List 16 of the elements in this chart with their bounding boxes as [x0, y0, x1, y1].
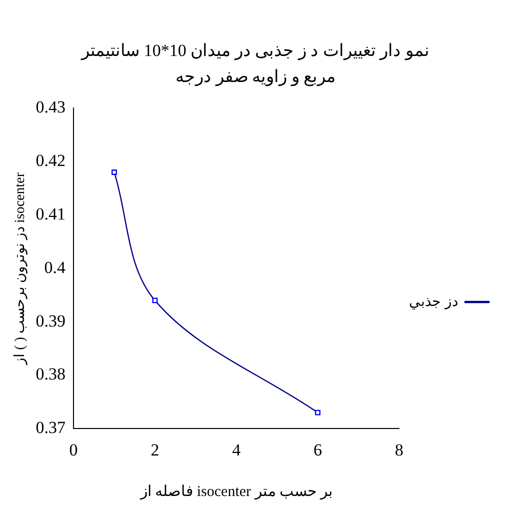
y-tick-label: 0.37 — [36, 418, 66, 438]
y-tick-label: 0.4 — [44, 258, 66, 277]
x-tick-label: 4 — [232, 440, 242, 460]
chart-title: نمو دار تغییرات د ز جذبی در میدان 10*10 سانتیمتر مربع و زاویه صفر درجه — [80, 40, 430, 88]
x-tick-label: 8 — [394, 440, 404, 460]
x-tick-label: 6 — [313, 440, 322, 460]
x-tick-label: 0 — [69, 440, 78, 460]
y-tick-label: 0.39 — [36, 311, 66, 330]
y-axis-title: دز نوترون برحسب ( ) از isocenter — [13, 172, 28, 366]
y-tick-label: 0.43 — [36, 98, 66, 117]
legend-label: دز جذبي — [409, 292, 458, 310]
x-tick-label: 2 — [150, 440, 160, 460]
y-tick-label: 0.38 — [36, 364, 66, 384]
x-axis-title: فاصله از isocenter بر حسب متر — [139, 484, 332, 500]
y-tick-label: 0.41 — [36, 204, 66, 224]
y-tick-label: 0.42 — [36, 151, 66, 170]
